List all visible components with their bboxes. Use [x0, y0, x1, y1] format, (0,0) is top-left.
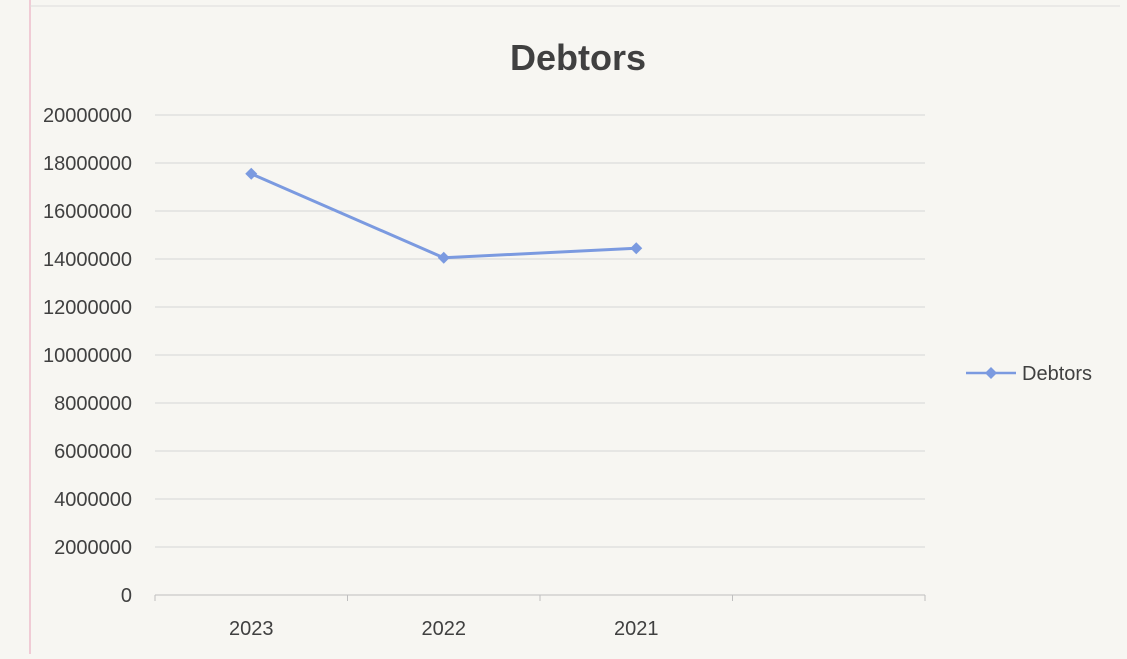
legend-label: Debtors	[1022, 363, 1092, 385]
data-point	[630, 242, 643, 255]
y-tick-label: 20000000	[43, 105, 132, 127]
y-tick-label: 14000000	[43, 249, 132, 271]
y-tick-label: 18000000	[43, 153, 132, 175]
series-group	[245, 167, 643, 264]
y-axis: 0 2000000 4000000 6000000 8000000 10000000 120…	[43, 105, 132, 607]
x-tick-label: 2022	[422, 618, 467, 640]
y-tick-label: 12000000	[43, 297, 132, 319]
y-tick-label: 16000000	[43, 201, 132, 223]
series-line	[250, 172, 637, 260]
legend-marker	[985, 367, 997, 379]
y-tick-label: 2000000	[54, 537, 132, 559]
gridlines	[155, 114, 925, 548]
y-tick-label: 0	[121, 585, 132, 607]
y-tick-label: 6000000	[54, 441, 132, 463]
x-axis: 2023 2022 2021	[154, 594, 926, 640]
legend: Debtors	[966, 363, 1092, 385]
data-point	[437, 251, 450, 264]
y-tick-label: 10000000	[43, 345, 132, 367]
y-tick-label: 4000000	[54, 489, 132, 511]
y-tick-label: 8000000	[54, 393, 132, 415]
x-tick-label: 2023	[229, 618, 274, 640]
data-point	[245, 167, 258, 180]
x-tick-label: 2021	[614, 618, 659, 640]
chart-title: Debtors	[510, 37, 646, 78]
